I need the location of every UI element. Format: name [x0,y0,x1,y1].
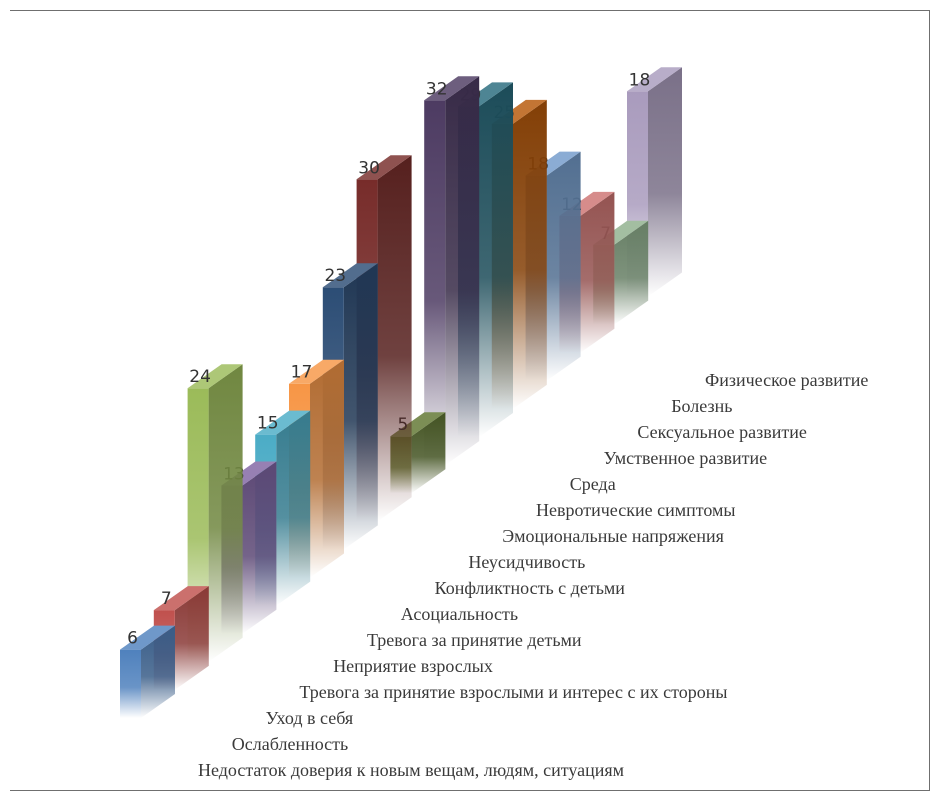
bar-side-face [276,410,311,606]
bar-side-face [580,191,615,353]
category-label: Тревога за принятие взрослыми и интерес … [299,682,727,702]
bar-side-face [614,220,649,325]
bar: 32 [424,76,480,466]
bar-side-face [174,586,209,690]
bar-top-face [289,359,344,384]
bar-top-face [187,364,243,389]
data-label: 24 [189,367,211,387]
data-label: 17 [291,363,313,383]
data-label: 15 [257,414,279,434]
bar-top-face [255,410,311,435]
bar-top-face [627,67,682,92]
bar-side-face [310,359,344,578]
data-label: 7 [161,589,172,609]
data-label: 32 [426,79,448,99]
category-label: Болезнь [671,396,732,416]
bar-top-face [424,76,480,101]
category-labels: Недостаток доверия к новым вещам, людям,… [198,370,868,780]
category-label: Ослабленность [232,734,348,754]
category-label: Невротические симптомы [536,500,736,520]
category-label: Физическое развитие [705,370,868,390]
bar-front-face [424,100,446,466]
bar-side-face [512,99,547,409]
category-label: Тревога за принятие детьми [367,630,582,650]
data-label: 6 [127,629,138,649]
category-label: Уход в себя [266,708,354,728]
bar-side-face [546,151,581,381]
bar-front-face [120,649,141,718]
bar: 6 [120,625,175,718]
bar-top-face [322,263,378,288]
bar-side-face [208,364,243,662]
bar-side-face [343,263,378,550]
bar-side-face [445,76,480,466]
data-label: 18 [629,70,651,90]
bar-side-face [141,625,175,718]
category-label: Неприятие взрослых [333,656,493,676]
data-label: 23 [324,266,346,286]
category-label: Конфликтность с детьми [435,578,626,598]
category-label: Асоциальность [401,604,518,624]
bar-top-face [120,625,175,650]
category-label: Умственное развитие [604,448,768,468]
bars-layer: 1871218252932530231715132476 [120,67,682,718]
bar-side-face [411,412,446,494]
bar-top-face [356,155,412,180]
bar-side-face [377,155,412,522]
data-label: 30 [358,158,380,178]
bar-side-face [242,461,277,634]
category-label: Эмоциональные напряжения [502,526,724,546]
category-label: Недостаток доверия к новым вещам, людям,… [198,760,624,780]
category-label: Среда [570,474,616,494]
bar-top-face [153,586,209,611]
category-label: Сексуальное развитие [637,422,806,442]
category-label: Неусидчивость [468,552,585,572]
bar-side-face [648,67,682,297]
bar-side-face [479,82,513,438]
